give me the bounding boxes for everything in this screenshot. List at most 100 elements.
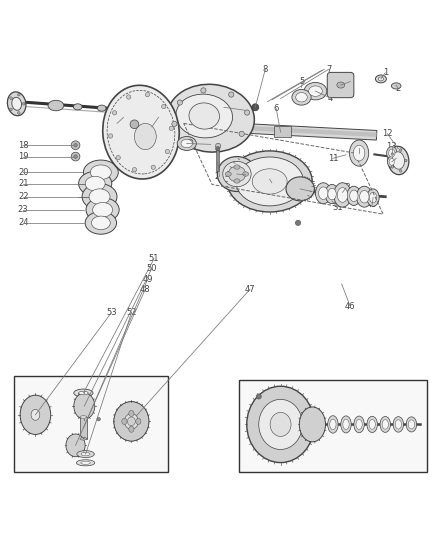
Ellipse shape	[124, 414, 138, 429]
Bar	[239, 380, 426, 472]
Ellipse shape	[291, 90, 311, 105]
Ellipse shape	[78, 391, 88, 395]
Ellipse shape	[318, 187, 327, 199]
Text: 8: 8	[262, 65, 267, 74]
Ellipse shape	[368, 419, 374, 429]
Text: 30: 30	[305, 187, 316, 196]
Circle shape	[200, 88, 205, 93]
Text: 20: 20	[18, 168, 28, 177]
Ellipse shape	[386, 147, 396, 159]
Ellipse shape	[48, 100, 64, 111]
Ellipse shape	[387, 147, 408, 175]
Ellipse shape	[391, 152, 403, 169]
Circle shape	[244, 110, 249, 115]
Ellipse shape	[379, 416, 390, 432]
Text: 15: 15	[240, 106, 251, 115]
Text: 29: 29	[266, 178, 276, 187]
Text: 18: 18	[18, 141, 28, 150]
Ellipse shape	[228, 166, 245, 182]
Circle shape	[215, 147, 219, 151]
Circle shape	[215, 143, 220, 149]
Ellipse shape	[359, 190, 368, 203]
Ellipse shape	[128, 410, 134, 417]
Ellipse shape	[336, 188, 347, 203]
Ellipse shape	[12, 98, 21, 110]
Ellipse shape	[114, 402, 148, 441]
Ellipse shape	[387, 156, 395, 167]
Ellipse shape	[269, 413, 290, 437]
Ellipse shape	[346, 186, 360, 205]
Ellipse shape	[73, 104, 82, 110]
Circle shape	[18, 111, 20, 114]
Ellipse shape	[327, 188, 336, 200]
Text: 22: 22	[18, 192, 28, 201]
Circle shape	[71, 141, 80, 150]
Ellipse shape	[97, 105, 106, 111]
Ellipse shape	[188, 103, 219, 129]
Text: 12: 12	[381, 130, 392, 139]
Circle shape	[10, 97, 12, 100]
Ellipse shape	[31, 409, 40, 420]
Text: 2: 2	[395, 84, 400, 93]
Ellipse shape	[80, 416, 87, 418]
Ellipse shape	[121, 418, 127, 424]
Circle shape	[126, 95, 131, 99]
Ellipse shape	[336, 82, 344, 88]
Text: 53: 53	[106, 308, 117, 317]
Circle shape	[161, 104, 166, 109]
Ellipse shape	[388, 149, 394, 157]
Circle shape	[390, 153, 393, 156]
Ellipse shape	[226, 151, 311, 212]
Text: 51: 51	[148, 254, 159, 263]
Ellipse shape	[392, 417, 403, 432]
Ellipse shape	[368, 192, 376, 203]
Ellipse shape	[91, 216, 110, 230]
Ellipse shape	[353, 145, 364, 161]
Text: 4: 4	[327, 94, 332, 103]
Ellipse shape	[90, 165, 111, 180]
Ellipse shape	[374, 75, 385, 83]
Ellipse shape	[355, 419, 361, 430]
Circle shape	[251, 104, 258, 111]
Ellipse shape	[378, 77, 383, 81]
Ellipse shape	[66, 434, 85, 457]
Bar	[250, 124, 376, 140]
Ellipse shape	[176, 94, 232, 138]
Circle shape	[255, 394, 261, 399]
Bar	[273, 126, 291, 137]
Ellipse shape	[340, 416, 350, 433]
Text: 16: 16	[153, 113, 163, 122]
Circle shape	[130, 120, 138, 128]
Ellipse shape	[235, 157, 303, 206]
Ellipse shape	[74, 389, 93, 397]
Ellipse shape	[225, 172, 231, 176]
Ellipse shape	[134, 124, 156, 150]
Ellipse shape	[356, 186, 371, 207]
Circle shape	[171, 121, 177, 126]
Circle shape	[145, 92, 149, 97]
Ellipse shape	[177, 136, 196, 150]
Ellipse shape	[85, 212, 116, 234]
Ellipse shape	[102, 85, 179, 179]
Circle shape	[403, 159, 406, 162]
Text: 17: 17	[118, 113, 128, 122]
Circle shape	[116, 156, 120, 160]
Circle shape	[239, 131, 244, 136]
Ellipse shape	[217, 157, 256, 191]
Ellipse shape	[81, 461, 90, 464]
Ellipse shape	[405, 417, 416, 432]
Circle shape	[10, 108, 12, 111]
Circle shape	[97, 417, 100, 421]
Ellipse shape	[366, 416, 377, 433]
Bar	[80, 417, 87, 439]
Bar	[127, 110, 178, 121]
Bar	[216, 150, 219, 171]
Circle shape	[399, 169, 401, 172]
Circle shape	[132, 167, 136, 172]
Text: 3: 3	[347, 77, 352, 86]
Text: 9: 9	[356, 143, 361, 152]
Circle shape	[399, 149, 401, 151]
Text: 25: 25	[205, 140, 215, 149]
Ellipse shape	[114, 402, 148, 441]
Text: 13: 13	[385, 142, 396, 151]
